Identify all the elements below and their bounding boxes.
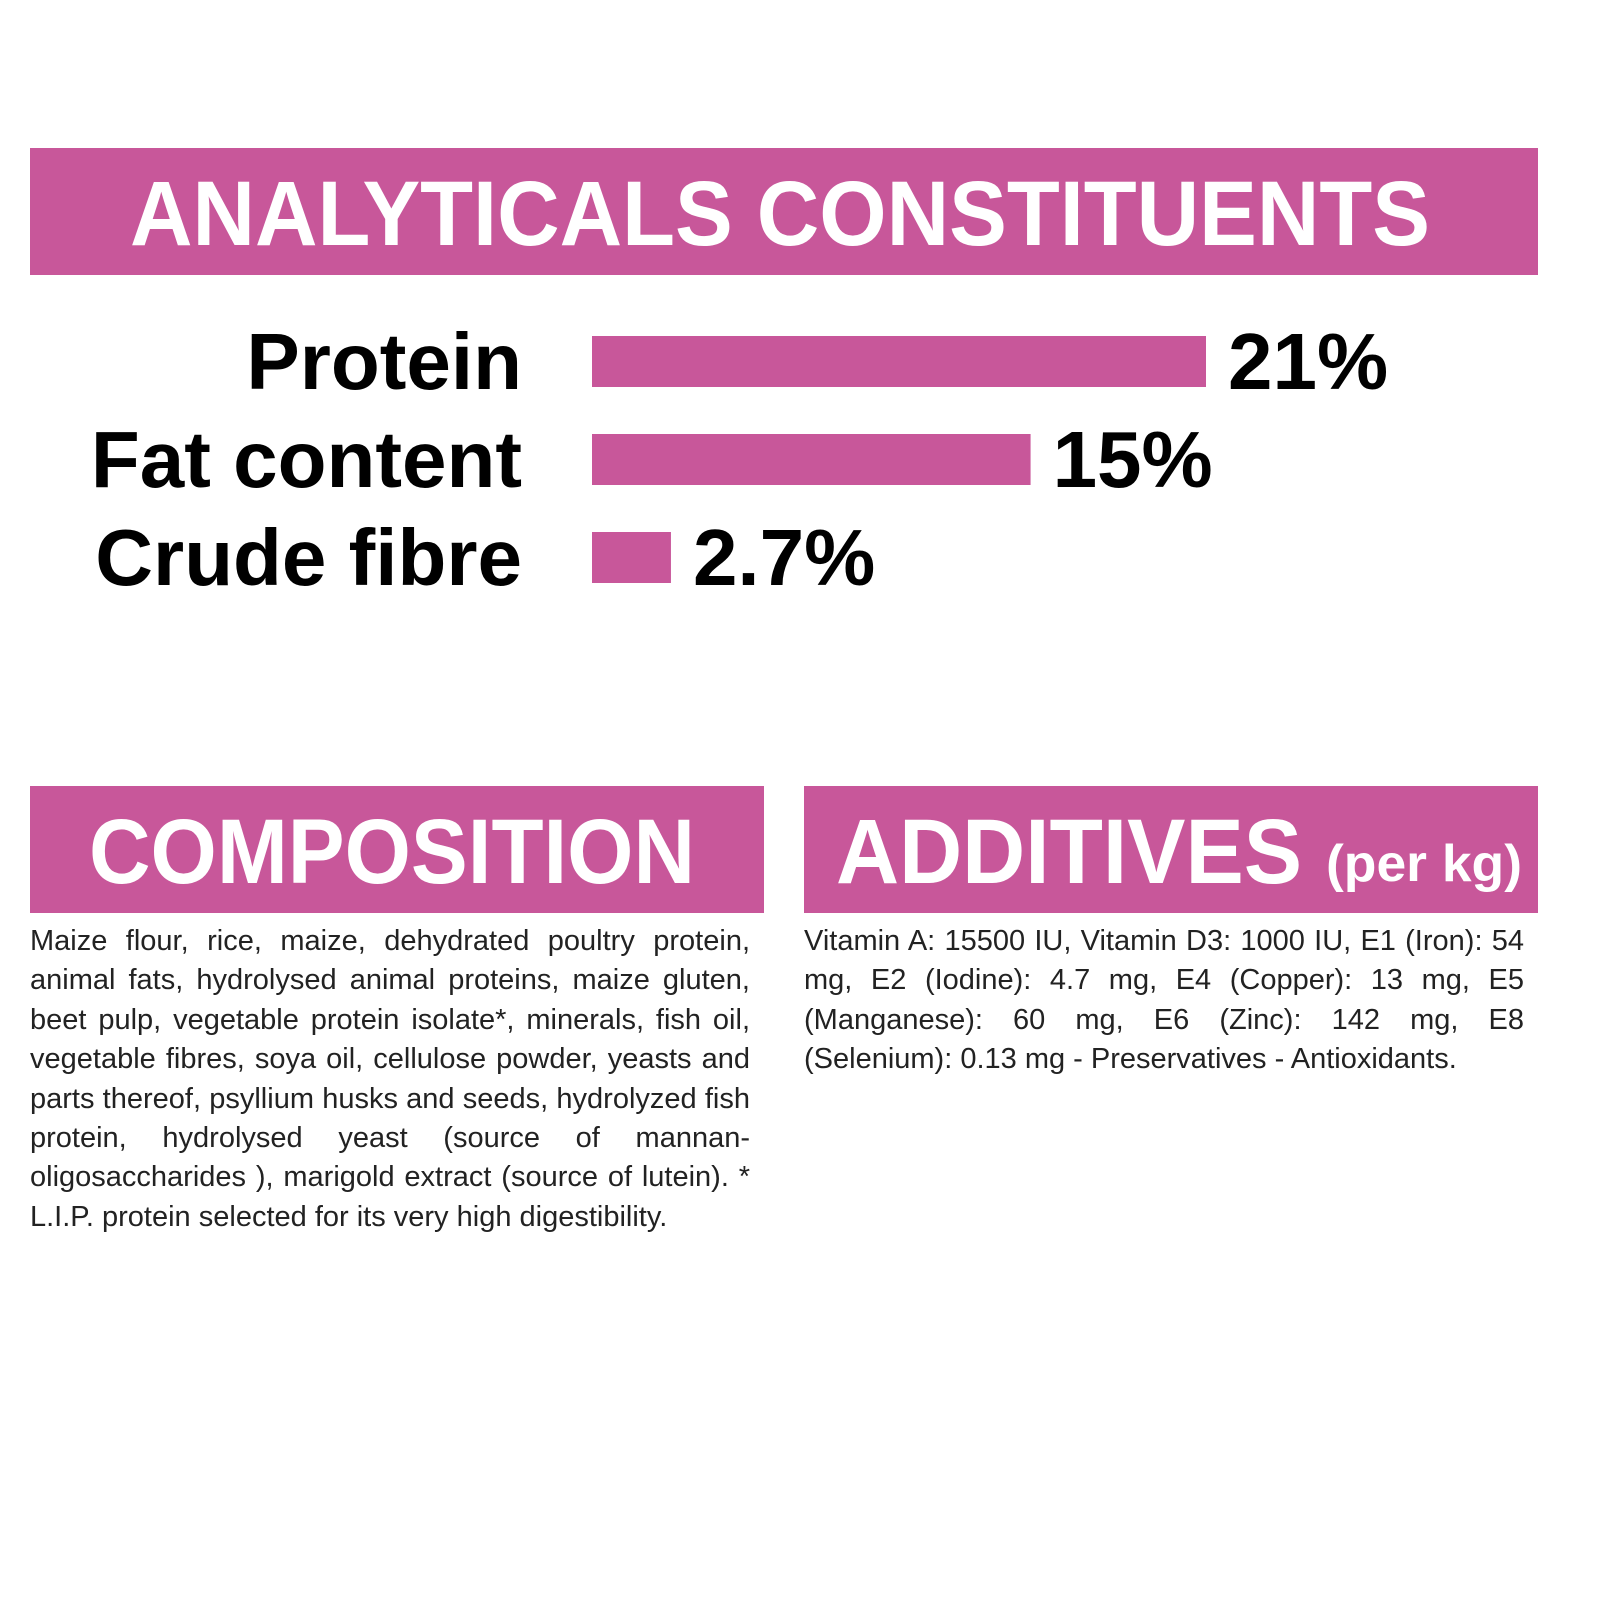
additives-text: Vitamin A: 15500 IU, Vitamin D3: 1000 IU… xyxy=(804,925,1524,1076)
bar xyxy=(592,532,671,583)
bar xyxy=(592,434,1031,485)
additives-title: ADDITIVES xyxy=(836,801,1302,903)
bar xyxy=(592,336,1206,387)
category-label: Fat content xyxy=(91,415,522,504)
value-label: 15% xyxy=(1053,415,1213,504)
composition-title: COMPOSITION xyxy=(89,801,695,903)
header-band xyxy=(30,148,1538,275)
category-label: Protein xyxy=(246,317,522,406)
header-band xyxy=(804,786,1538,913)
additives-subtitle: (per kg) xyxy=(1326,835,1522,893)
header-band xyxy=(30,786,764,913)
composition-text: Maize flour, rice, maize, dehydrated pou… xyxy=(30,925,750,1233)
chart-title: ANALYTICALS CONSTITUENTS xyxy=(130,163,1430,265)
category-label: Crude fibre xyxy=(95,513,522,602)
value-label: 2.7% xyxy=(693,513,875,602)
value-label: 21% xyxy=(1228,317,1388,406)
